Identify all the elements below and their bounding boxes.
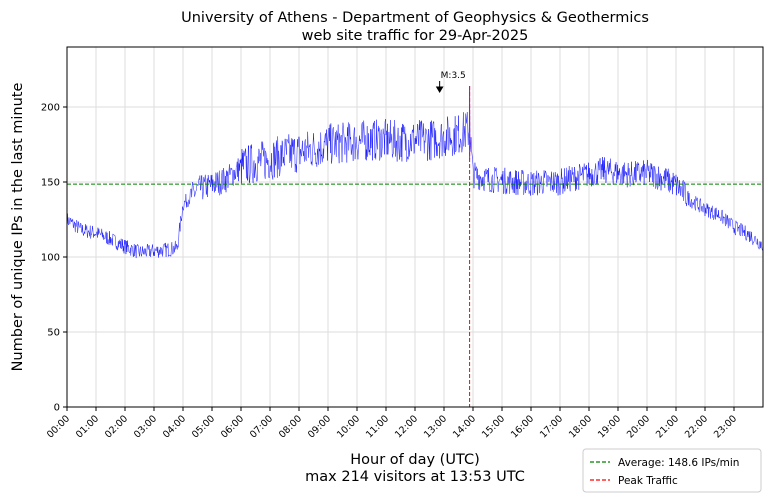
x-tick-label: 07:00 xyxy=(248,413,275,440)
magnitude-annotation: M:3.5 xyxy=(435,71,466,93)
traffic-series-line xyxy=(66,85,764,259)
y-tick-label: 0 xyxy=(54,403,60,414)
x-tick-label: 23:00 xyxy=(712,413,739,440)
x-tick-label: 00:00 xyxy=(45,413,72,440)
legend-label-peak: Peak Traffic xyxy=(618,475,678,487)
x-tick-label: 03:00 xyxy=(132,413,159,440)
y-tick-label: 50 xyxy=(47,328,60,339)
x-tick-label: 18:00 xyxy=(567,413,594,440)
y-tick-label: 200 xyxy=(41,103,60,114)
x-tick-label: 22:00 xyxy=(683,413,710,440)
x-axis-sublabel: max 214 visitors at 13:53 UTC xyxy=(305,469,525,485)
y-axis-label: Number of unique IPs in the last minute xyxy=(10,83,26,372)
x-tick-label: 16:00 xyxy=(509,413,536,440)
annotation-arrow xyxy=(435,81,444,93)
x-tick-label: 13:00 xyxy=(422,413,449,440)
x-tick-label: 19:00 xyxy=(596,413,623,440)
x-tick-label: 15:00 xyxy=(480,413,507,440)
x-tick-label: 04:00 xyxy=(161,413,188,440)
x-axis-ticks: 00:00 01:00 02:00 03:00 04:00 05:00 06:00 07:00… xyxy=(45,407,739,440)
series-layer xyxy=(66,85,764,259)
legend-label-average: Average: 148.6 IPs/min xyxy=(618,457,739,469)
x-tick-label: 21:00 xyxy=(654,413,681,440)
legend: Average: 148.6 IPs/min Peak Traffic xyxy=(582,448,762,493)
legend-box xyxy=(582,448,762,493)
y-tick-label: 100 xyxy=(41,253,60,264)
x-tick-label: 06:00 xyxy=(219,413,246,440)
x-tick-label: 14:00 xyxy=(451,413,478,440)
chart-title: University of Athens - Department of Geo… xyxy=(181,10,649,26)
x-tick-label: 17:00 xyxy=(538,413,565,440)
annotation-label: M:3.5 xyxy=(441,71,466,81)
x-tick-label: 01:00 xyxy=(74,413,101,440)
x-tick-label: 20:00 xyxy=(625,413,652,440)
x-tick-label: 09:00 xyxy=(306,413,333,440)
chart-subtitle: web site traffic for 29-Apr-2025 xyxy=(302,28,529,44)
x-tick-label: 12:00 xyxy=(393,413,420,440)
x-tick-label: 05:00 xyxy=(190,413,217,440)
reference-lines xyxy=(67,86,763,407)
x-tick-label: 08:00 xyxy=(277,413,304,440)
x-tick-label: 11:00 xyxy=(364,413,391,440)
grid-lines xyxy=(66,47,763,408)
x-tick-label: 10:00 xyxy=(335,413,362,440)
y-tick-label: 150 xyxy=(41,178,60,189)
x-axis-label: Hour of day (UTC) xyxy=(350,452,479,468)
y-axis-ticks: 0 50 100 150 200 xyxy=(41,103,67,414)
x-tick-label: 02:00 xyxy=(103,413,130,440)
